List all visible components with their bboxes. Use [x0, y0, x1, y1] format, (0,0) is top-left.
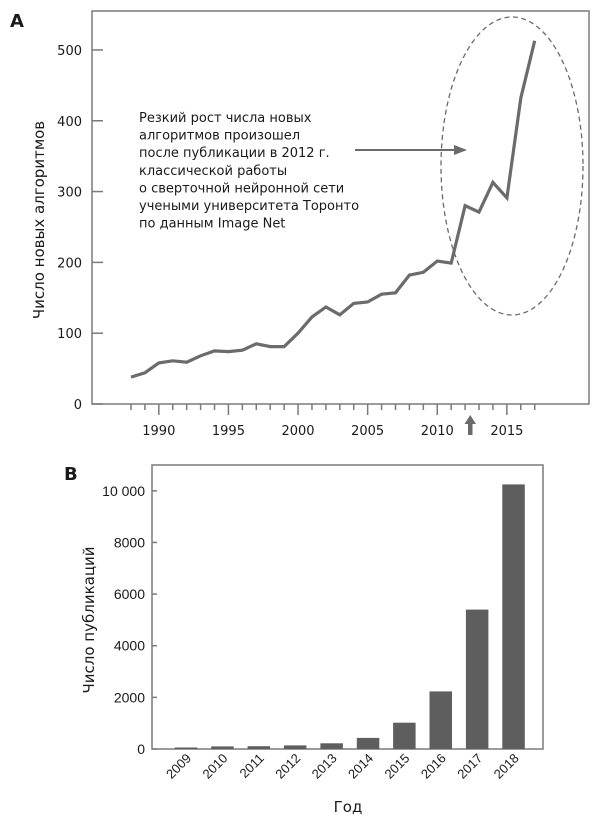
bar [502, 484, 525, 749]
y-tick-label-a: 400 [57, 115, 82, 130]
y-tick-label-a: 500 [57, 44, 82, 59]
annotation-line: после публикации в 2012 г. [139, 146, 330, 161]
annotation-arrow-head [454, 145, 467, 155]
highlight-ellipse [440, 16, 584, 316]
bar [211, 746, 234, 749]
x-tick-label-b: 2009 [163, 751, 194, 782]
y-tick-label-b: 10 000 [102, 483, 145, 499]
panel-a: A 0 100 200 300 400 500 1990 1995 2000 2005 2010 2… [10, 10, 590, 439]
x-axis-title-b: Год [334, 798, 363, 816]
plot-frame-b [151, 464, 544, 750]
bar [393, 722, 416, 749]
bar [247, 746, 271, 749]
x-tick-label-b: 2011 [237, 751, 267, 781]
annotation-line: Резкий рост числа новых [139, 111, 312, 126]
x-tick-label-b: 2015 [381, 751, 412, 782]
x-tick-label-b: 2016 [418, 751, 449, 782]
x-tick-label-b: 2010 [199, 751, 230, 782]
bars-b [174, 484, 525, 749]
y-tick-label-a: 0 [74, 398, 82, 413]
y-tick-label-a: 300 [57, 186, 82, 201]
annotation-text: Резкий рост числа новых алгоритмов произо… [139, 111, 359, 232]
x-tick-label-b: 2018 [491, 751, 522, 782]
panel-b-label: B [64, 464, 78, 485]
data-series-a [130, 40, 537, 379]
x-axis-b: 2009 2010 2011 2012 2013 2014 2015 2016 2017 2018 [163, 751, 522, 782]
y-tick-label-b: 8000 [114, 534, 145, 550]
y-axis-title-b: Число публикаций [80, 546, 98, 693]
x-tick-label-a: 1995 [212, 424, 245, 439]
y-axis-title-a: Число новых алгоритмов [30, 121, 48, 319]
bar [356, 737, 380, 749]
annotation-line: учеными университета Торонто [139, 199, 359, 214]
panel-a-label: A [10, 11, 24, 32]
x-tick-label-a: 2005 [351, 424, 384, 439]
bar [283, 745, 307, 749]
x-tick-label-b: 2014 [345, 751, 376, 782]
x-tick-label-a: 2010 [421, 424, 454, 439]
y-tick-label-b: 6000 [114, 586, 145, 602]
series-line [130, 40, 537, 379]
y-tick-label-b: 2000 [114, 689, 145, 705]
annotation-arrow [355, 145, 467, 155]
y-axis-a: 0 100 200 300 400 500 [57, 44, 103, 413]
x-tick-label-b: 2012 [272, 751, 303, 782]
annotation-line: классической работы [139, 164, 287, 179]
y-tick-label-b: 4000 [114, 638, 145, 654]
year-marker-arrow-head [464, 415, 476, 424]
x-tick-label-a: 2000 [281, 424, 314, 439]
annotation-line: по данным Image Net [139, 217, 285, 232]
bar [174, 747, 198, 749]
y-tick-label-a: 100 [57, 327, 82, 342]
x-tick-label-a: 2015 [490, 424, 523, 439]
x-axis-a: 1990 1995 2000 2005 2010 2015 [130, 404, 536, 439]
bar [429, 691, 452, 749]
bar [320, 743, 343, 749]
annotation-line: о сверточной нейронной сети [139, 181, 344, 196]
x-tick-label-a: 1990 [142, 424, 175, 439]
annotation-line: алгоритмов произошел [139, 129, 300, 144]
x-tick-label-b: 2013 [309, 751, 340, 782]
y-axis-b: 0 2000 4000 6000 8000 10 000 [102, 483, 157, 757]
y-tick-label-a: 200 [57, 256, 82, 271]
bar [465, 609, 489, 749]
year-marker-arrow [464, 415, 476, 435]
y-tick-label-b: 0 [137, 741, 145, 757]
x-tick-label-b: 2017 [454, 751, 485, 782]
year-marker-arrow-shaft [468, 423, 473, 435]
